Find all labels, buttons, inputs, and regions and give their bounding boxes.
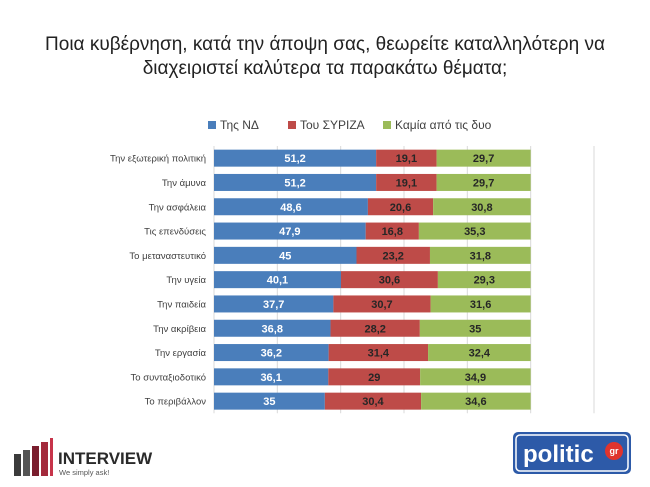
category-label: Την ασφάλεια bbox=[149, 202, 207, 213]
data-label: 45 bbox=[279, 250, 291, 262]
data-label: 37,7 bbox=[263, 299, 284, 311]
bar-segment bbox=[376, 149, 437, 167]
bar-segment bbox=[367, 198, 434, 216]
bar-segment bbox=[429, 246, 531, 264]
data-label: 29,3 bbox=[474, 275, 495, 287]
bar-segment bbox=[433, 198, 531, 216]
category-label: Την εργασία bbox=[155, 348, 207, 359]
data-label: 19,1 bbox=[396, 177, 417, 189]
data-label: 30,8 bbox=[471, 202, 492, 214]
bar-segment bbox=[214, 392, 325, 410]
bar-segment bbox=[418, 222, 531, 240]
chart-title-line-1: Ποια κυβέρνηση, κατά την άποψη σας, θεωρ… bbox=[45, 34, 605, 55]
data-label: 47,9 bbox=[279, 226, 300, 238]
category-label: Το συνταξιοδοτικό bbox=[131, 372, 206, 383]
legend-swatch bbox=[208, 121, 216, 129]
politic-logo: politic gr bbox=[513, 432, 631, 474]
bar-segment bbox=[437, 271, 531, 289]
data-label: 36,8 bbox=[262, 323, 283, 335]
data-label: 29 bbox=[368, 372, 380, 384]
bar-segment bbox=[436, 149, 531, 167]
data-label: 29,7 bbox=[473, 177, 494, 189]
data-label: 31,6 bbox=[470, 299, 491, 311]
bar-segment bbox=[324, 392, 422, 410]
legend-swatch bbox=[288, 121, 296, 129]
politic-logo-badge-icon bbox=[605, 442, 623, 460]
bar-segment bbox=[214, 271, 341, 289]
data-label: 16,8 bbox=[382, 226, 403, 238]
bar-segment bbox=[214, 173, 377, 191]
bar-segment bbox=[365, 222, 419, 240]
interview-logo-tagline: We simply ask! bbox=[59, 468, 109, 477]
bar-segment bbox=[214, 222, 366, 240]
data-label: 31,4 bbox=[368, 348, 390, 360]
data-label: 35 bbox=[263, 396, 275, 408]
data-label: 19,1 bbox=[396, 153, 417, 165]
data-label: 23,2 bbox=[383, 250, 404, 262]
data-label: 35 bbox=[469, 323, 481, 335]
bar-segment bbox=[214, 368, 329, 386]
politic-logo-name: politic bbox=[523, 441, 594, 468]
category-label: Τις επενδύσεις bbox=[144, 227, 206, 238]
bar-segment bbox=[428, 344, 531, 362]
bar-segment bbox=[330, 319, 420, 337]
bar-segment bbox=[420, 368, 531, 386]
data-label: 34,6 bbox=[465, 396, 486, 408]
data-label: 31,8 bbox=[470, 250, 491, 262]
bar-segment bbox=[214, 295, 334, 313]
data-label: 28,2 bbox=[364, 323, 385, 335]
data-label: 29,7 bbox=[473, 153, 494, 165]
data-label: 36,1 bbox=[260, 372, 281, 384]
category-label: Την υγεία bbox=[166, 275, 206, 286]
data-label: 30,7 bbox=[371, 299, 392, 311]
bar-segment bbox=[340, 271, 438, 289]
data-label: 20,6 bbox=[390, 202, 411, 214]
category-label: Το μεταναστευτικό bbox=[129, 251, 206, 262]
legend-swatch bbox=[383, 121, 391, 129]
category-label: Την παιδεία bbox=[157, 299, 206, 310]
data-label: 30,6 bbox=[379, 275, 400, 287]
politic-logo-suffix: gr bbox=[610, 446, 619, 456]
bar-segment bbox=[328, 368, 421, 386]
chart-title: Ποια κυβέρνηση, κατά την άποψη σας, θεωρ… bbox=[0, 33, 650, 81]
bar-segment bbox=[430, 295, 531, 313]
bar-segment bbox=[356, 246, 430, 264]
bar-segment bbox=[421, 392, 531, 410]
data-label: 36,2 bbox=[261, 348, 282, 360]
category-label: Την εξωτερική πολιτική bbox=[110, 154, 206, 165]
data-label: 51,2 bbox=[284, 153, 305, 165]
bar-segment bbox=[376, 173, 437, 191]
legend-label: Του ΣΥΡΙΖΑ bbox=[300, 118, 365, 132]
data-label: 40,1 bbox=[267, 275, 288, 287]
chart-title-line-2: διαχειριστεί καλύτερα τα παρακάτω θέματα… bbox=[142, 58, 508, 79]
bar-segment bbox=[214, 246, 357, 264]
data-label: 32,4 bbox=[469, 348, 491, 360]
bar-segment bbox=[419, 319, 531, 337]
interview-logo: INTERVIEW We simply ask! bbox=[14, 438, 153, 477]
legend-label: Καμία από τις δυο bbox=[395, 118, 492, 132]
data-label: 30,4 bbox=[362, 396, 384, 408]
interview-logo-name: INTERVIEW bbox=[58, 449, 153, 468]
category-label: Το περιβάλλον bbox=[145, 397, 207, 408]
bar-segment bbox=[214, 198, 368, 216]
bar-segment bbox=[333, 295, 431, 313]
interview-logo-icon bbox=[14, 438, 53, 476]
bar-segment bbox=[436, 173, 531, 191]
data-label: 35,3 bbox=[464, 226, 485, 238]
bar-segment bbox=[214, 344, 329, 362]
bar-segment bbox=[214, 319, 331, 337]
data-label: 34,9 bbox=[465, 372, 486, 384]
category-label: Την ακρίβεια bbox=[153, 324, 206, 335]
legend-label: Της ΝΔ bbox=[220, 118, 259, 132]
bar-segment bbox=[328, 344, 429, 362]
bar-segment bbox=[214, 149, 377, 167]
data-label: 51,2 bbox=[284, 177, 305, 189]
data-label: 48,6 bbox=[280, 202, 301, 214]
category-label: Την άμυνα bbox=[162, 178, 207, 189]
